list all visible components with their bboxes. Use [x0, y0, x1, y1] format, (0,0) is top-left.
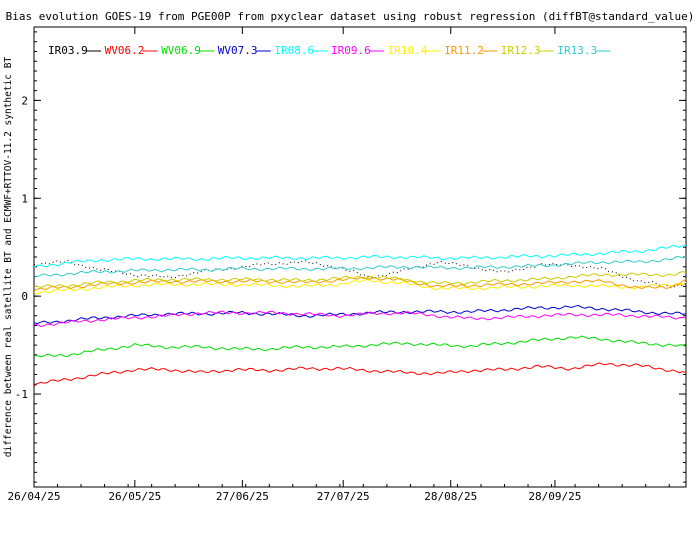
legend-label-wv062: WV06.2 [105, 44, 145, 57]
series-line-ir096 [33, 310, 687, 328]
y-axis-ticks: -1 0 1 2 [15, 31, 686, 483]
legend: IR03.9 WV06.2 WV06.9 WV07.3 IR08.6 IR09.6 IR10… [48, 44, 611, 57]
series-line-ir086 [33, 244, 687, 268]
y-tick-label: -1 [15, 388, 28, 401]
series-line-ir039 [33, 259, 687, 289]
chart-title: Bias evolution GOES-19 from PGE00P from … [6, 10, 695, 23]
y-tick-label: 0 [21, 290, 28, 303]
x-tick-label: 26/05/25 [108, 490, 161, 503]
series-line-wv062 [33, 362, 687, 387]
x-tick-label: 27/07/25 [317, 490, 370, 503]
series-line-wv073 [33, 304, 687, 325]
legend-label-ir112: IR11.2 [444, 44, 484, 57]
series-line-wv069 [33, 335, 687, 358]
x-tick-label: 27/06/25 [216, 490, 269, 503]
series-line-ir104 [33, 278, 687, 295]
legend-label-ir096: IR09.6 [331, 44, 371, 57]
legend-label-wv069: WV06.9 [161, 44, 201, 57]
series-line-ir112 [33, 276, 687, 292]
series-line-ir123 [33, 270, 687, 289]
x-tick-label: 28/08/25 [424, 490, 477, 503]
series-lines [33, 244, 687, 387]
legend-label-ir133: IR13.3 [557, 44, 597, 57]
legend-label-ir086: IR08.6 [274, 44, 314, 57]
legend-label-wv073: WV07.3 [218, 44, 258, 57]
x-tick-label: 28/09/25 [528, 490, 581, 503]
y-axis-label: difference between real satellite BT and… [3, 57, 14, 458]
legend-label-ir104: IR10.4 [388, 44, 428, 57]
legend-label-ir039: IR03.9 [48, 44, 88, 57]
legend-label-ir123: IR12.3 [501, 44, 541, 57]
x-axis-ticks: 26/04/25 26/05/25 27/06/25 27/07/25 28/08/25… [8, 27, 670, 503]
x-tick-label: 26/04/25 [8, 490, 61, 503]
y-tick-label: 1 [21, 192, 28, 205]
series-line-ir133 [33, 256, 687, 278]
y-tick-label: 2 [21, 94, 28, 107]
